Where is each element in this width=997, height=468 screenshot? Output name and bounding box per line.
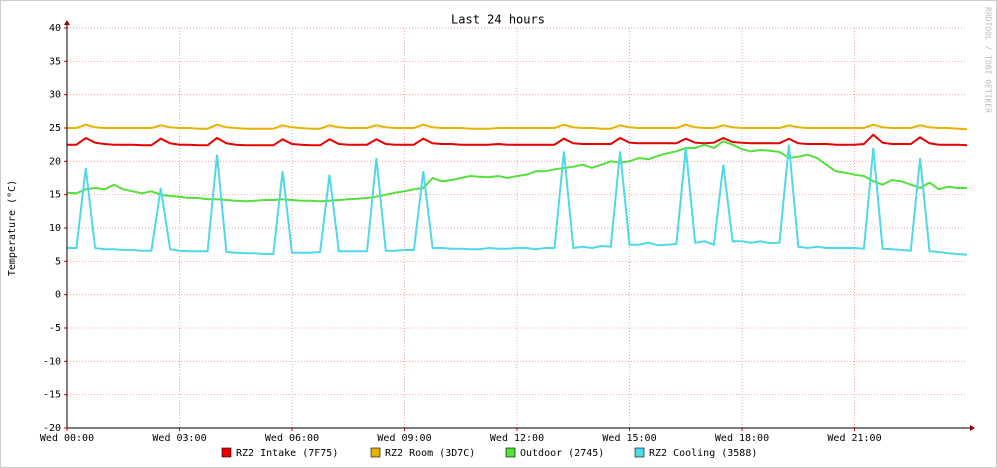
axes: -20 -15 -10 -5 0 5 10 15 20 25 30 35 40 Wed 00:00 Wed … (40, 20, 975, 444)
x-tick-label: Wed 03:00 (152, 433, 206, 444)
y-tick-label: 5 (55, 256, 61, 267)
y-tick-label: -10 (43, 356, 61, 367)
y-tick-label: 25 (49, 123, 61, 134)
y-tick-label: 40 (49, 23, 61, 34)
chart-title: Last 24 hours (451, 13, 545, 27)
y-tick-label: 0 (55, 290, 61, 301)
axis-arrow (970, 425, 975, 431)
legend-label: RZ2 Intake (7F75) (236, 448, 338, 459)
x-tick-label: Wed 15:00 (602, 433, 656, 444)
axis-arrow (64, 20, 70, 25)
x-tick-label: Wed 18:00 (715, 433, 769, 444)
y-axis-label: Temperature (°C) (7, 180, 18, 276)
legend-swatch (370, 447, 381, 458)
watermark: RRDTOOL / TOBI OETIKER (984, 7, 993, 113)
x-tick-label: Wed 12:00 (490, 433, 544, 444)
legend-label: Outdoor (2745) (520, 448, 604, 459)
legend-label: RZ2 Room (3D7C) (385, 448, 475, 459)
legend-swatch (221, 447, 232, 458)
y-tick-label: 20 (49, 156, 61, 167)
y-tick-label: -5 (49, 323, 61, 334)
y-tick-label: -15 (43, 390, 61, 401)
series-line (67, 123, 968, 131)
x-tick-label: Wed 09:00 (377, 433, 431, 444)
y-tick-label: 15 (49, 190, 61, 201)
plot (66, 123, 968, 256)
y-tick-label: -20 (43, 423, 61, 434)
legend-label: RZ2 Cooling (3588) (649, 448, 757, 459)
y-tick-label: 35 (49, 56, 61, 67)
series-line (67, 133, 968, 147)
series-line (66, 140, 967, 203)
x-tick-label: Wed 00:00 (40, 433, 94, 444)
x-tick-label: Wed 21:00 (827, 433, 881, 444)
legend: RZ2 Intake (7F75) RZ2 Room (3D7C) Outdoor … (221, 447, 757, 459)
series-line (67, 144, 968, 256)
y-tick-label: 10 (49, 223, 61, 234)
legend-swatch (634, 447, 645, 458)
y-tick-label: 30 (49, 90, 61, 101)
legend-swatch (505, 447, 516, 458)
x-tick-label: Wed 06:00 (265, 433, 319, 444)
